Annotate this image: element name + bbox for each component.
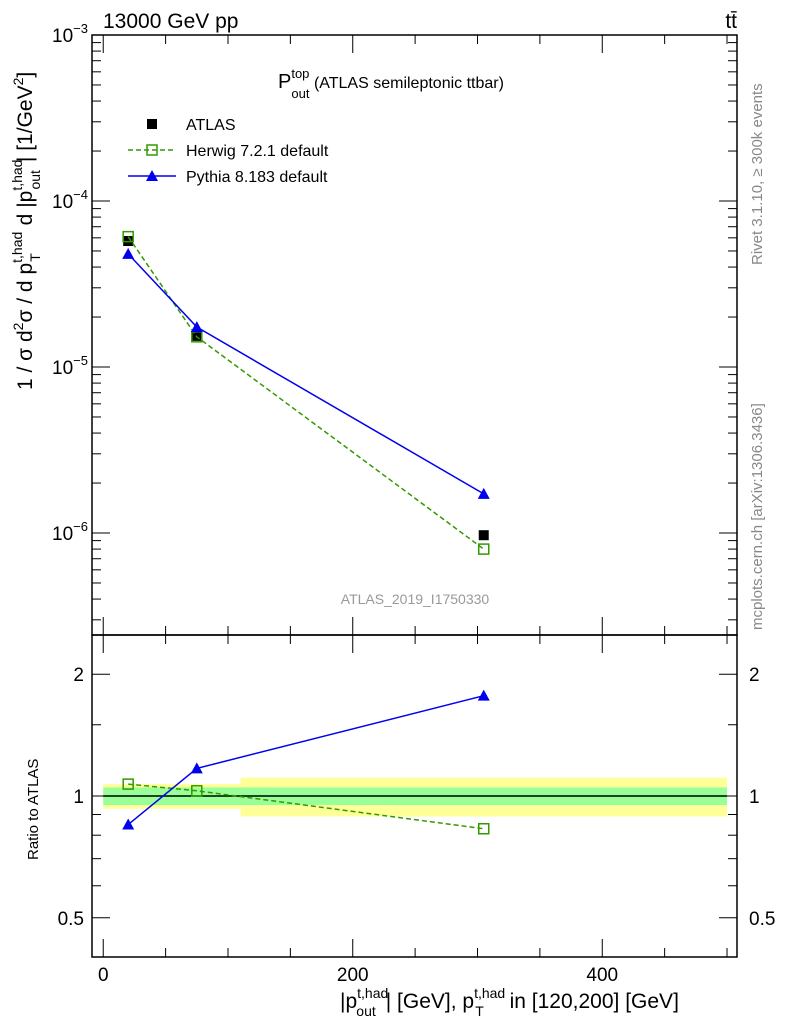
- y-tick-label: 10−4: [52, 187, 88, 213]
- legend-label: Herwig 7.2.1 default: [186, 143, 329, 160]
- data-point: [122, 230, 134, 243]
- data-point: [477, 822, 490, 835]
- data-point: [191, 785, 203, 797]
- data-point: [190, 762, 203, 774]
- rivet-label: Rivet 3.1.10, ≥ 300k events: [749, 83, 766, 265]
- y-tick-label: 0.5: [58, 909, 84, 930]
- plot-frame: [91, 634, 738, 958]
- y-tick-label: 10−3: [52, 21, 88, 47]
- series-line: [127, 236, 485, 550]
- data-point: [477, 689, 490, 701]
- y-tick-label: 2: [73, 665, 84, 686]
- ratio-panel: 2 2 1 1 0.5 0.5 0 200 400: [58, 35, 775, 986]
- legend: ATLAS Herwig 7.2.1 default Pythia 8.183 de…: [128, 117, 329, 186]
- x-tick-label: 0: [98, 965, 109, 986]
- data-point: [190, 321, 203, 333]
- y-tick-label: 10−5: [52, 353, 88, 379]
- plot-title: Ptop out (ATLAS semileptonic ttbar): [278, 66, 504, 101]
- data-point: [122, 818, 135, 830]
- y-tick-label: 1: [73, 787, 84, 808]
- data-point: [477, 487, 490, 499]
- data-point: [147, 119, 157, 129]
- y-tick-label: 10−6: [52, 519, 88, 545]
- data-point: [122, 247, 135, 259]
- process-label: tt̄: [725, 10, 737, 33]
- y-tick-label-right: 1: [749, 787, 760, 808]
- x-tick-label: 400: [586, 965, 618, 986]
- ratio-y-axis-label: Ratio to ATLAS: [25, 759, 42, 860]
- series-line: [128, 783, 484, 830]
- data-point: [146, 144, 158, 156]
- energy-label: 13000 GeV pp: [103, 10, 238, 33]
- mcplots-label: mcplots.cern.ch [arXiv:1306.3436]: [749, 403, 766, 630]
- data-point: [146, 170, 158, 181]
- series-line: [127, 253, 485, 495]
- data-point: [478, 530, 489, 541]
- legend-label: Pythia 8.183 default: [186, 169, 328, 186]
- main-panel: 10−3 10−4 10−5 10−6: [52, 21, 737, 621]
- y-axis-label: 1 / σ d2σ / d pt,had T d |pt,had out| [1/G…: [9, 72, 43, 390]
- x-axis-label: |pt,had out | [GeV], pt,had T in [120,200] …: [340, 985, 679, 1019]
- y-tick-label-right: 2: [749, 665, 760, 686]
- legend-label: ATLAS: [186, 117, 236, 134]
- y-tick-label-right: 0.5: [749, 909, 775, 930]
- x-tick-label: 200: [337, 965, 369, 986]
- data-point: [122, 778, 134, 790]
- watermark: ATLAS_2019_I1750330: [341, 591, 490, 607]
- data-point: [477, 543, 490, 555]
